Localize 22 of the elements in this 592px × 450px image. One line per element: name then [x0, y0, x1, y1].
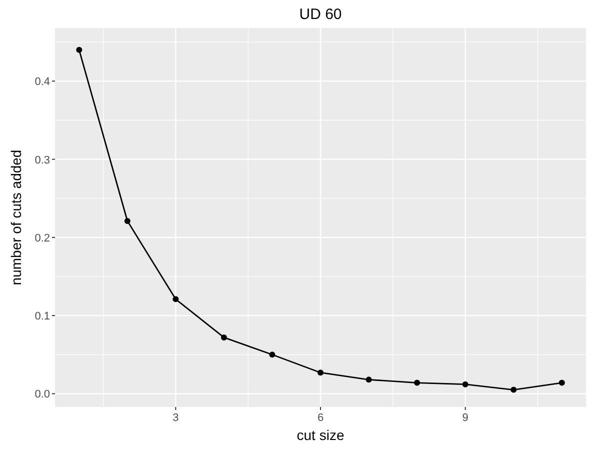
y-tick-label: 0.2	[34, 232, 50, 244]
point	[124, 218, 130, 224]
point	[462, 381, 468, 388]
point	[318, 370, 324, 376]
point	[414, 380, 420, 386]
x-axis-title: cut size	[296, 427, 344, 443]
point	[366, 376, 372, 383]
y-tick-label: 0.3	[34, 154, 50, 166]
x-tick-label: 6	[317, 412, 324, 424]
chart-title: UD 60	[299, 6, 342, 23]
x-tick-label: 3	[172, 412, 179, 424]
point	[510, 386, 517, 393]
y-axis-title: number of cuts added	[8, 150, 24, 286]
y-tick-label: 0.1	[34, 310, 50, 323]
y-tick-label: 0.0	[34, 388, 50, 401]
y-tick-label: 0.4	[34, 76, 50, 88]
point	[220, 334, 227, 340]
x-tick-label: 9	[462, 412, 468, 424]
point	[558, 380, 565, 386]
point	[172, 296, 179, 302]
point	[76, 46, 82, 53]
point	[269, 352, 276, 358]
